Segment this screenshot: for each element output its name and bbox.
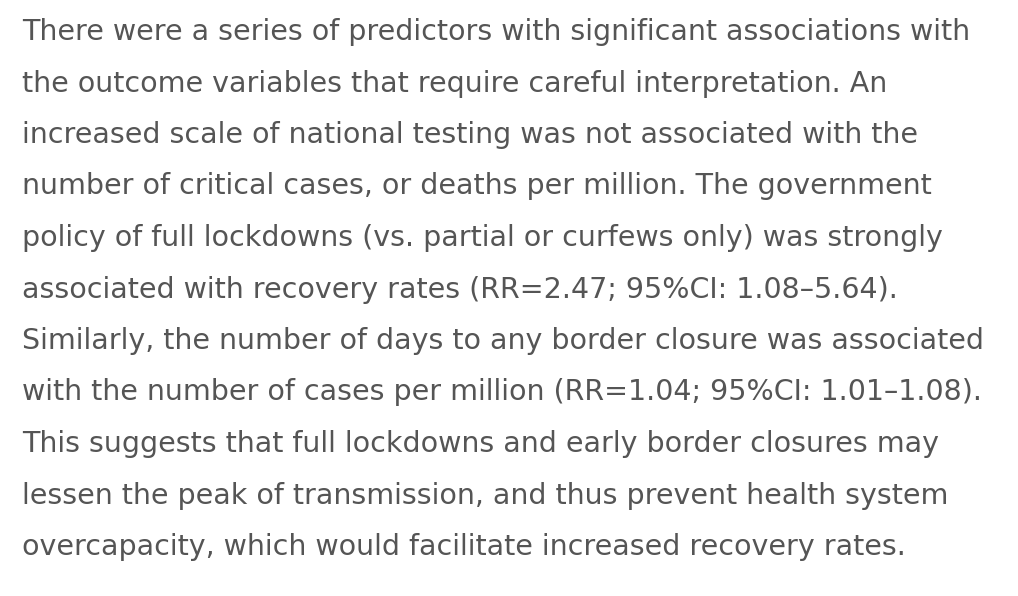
Text: Similarly, the number of days to any border closure was associated: Similarly, the number of days to any bor… [22, 327, 984, 355]
Text: with the number of cases per million (RR=1.04; 95%CI: 1.01–1.08).: with the number of cases per million (RR… [22, 378, 982, 406]
Text: policy of full lockdowns (vs. partial or curfews only) was strongly: policy of full lockdowns (vs. partial or… [22, 224, 943, 252]
Text: overcapacity, which would facilitate increased recovery rates.: overcapacity, which would facilitate inc… [22, 533, 906, 561]
Text: There were a series of predictors with significant associations with: There were a series of predictors with s… [22, 18, 970, 46]
Text: number of critical cases, or deaths per million. The government: number of critical cases, or deaths per … [22, 172, 931, 200]
Text: increased scale of national testing was not associated with the: increased scale of national testing was … [22, 121, 918, 149]
Text: lessen the peak of transmission, and thus prevent health system: lessen the peak of transmission, and thu… [22, 482, 949, 510]
Text: associated with recovery rates (RR=2.47; 95%CI: 1.08–5.64).: associated with recovery rates (RR=2.47;… [22, 275, 898, 303]
Text: the outcome variables that require careful interpretation. An: the outcome variables that require caref… [22, 70, 888, 98]
Text: This suggests that full lockdowns and early border closures may: This suggests that full lockdowns and ea… [22, 430, 939, 458]
